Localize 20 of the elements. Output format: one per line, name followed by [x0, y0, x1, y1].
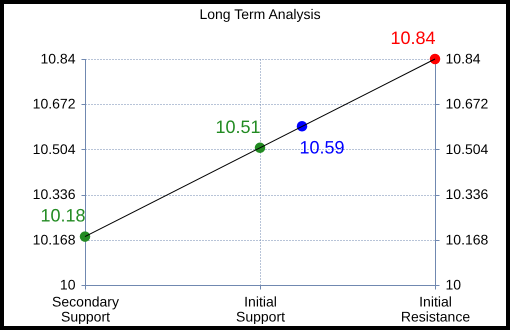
- y2-tick-label: 10.504: [446, 140, 489, 157]
- y-tick-label: 10.168: [32, 231, 76, 248]
- chart-title: Long Term Analysis: [199, 6, 321, 22]
- y2-tick-label: 10.84: [446, 50, 481, 66]
- data-label: 10.51: [215, 116, 261, 137]
- y2-tick-label: 10.168: [446, 231, 489, 248]
- data-label: 10.84: [390, 28, 436, 48]
- y-tick-label: 10.672: [32, 96, 76, 112]
- point: [430, 54, 440, 64]
- data-label: 10.18: [40, 206, 86, 226]
- y2-tick-label: 10.336: [446, 186, 489, 202]
- data-label: 10.59: [299, 137, 345, 158]
- y-tick-label: 10: [60, 276, 76, 292]
- y-tick-label: 10.336: [32, 186, 76, 202]
- y-tick-label: 10.84: [40, 50, 76, 66]
- y2-tick-label: 10: [446, 276, 462, 292]
- point: [80, 231, 90, 242]
- y2-tick-label: 10.672: [446, 96, 489, 112]
- x-tick-label: Initial Resistance: [400, 294, 470, 324]
- y-tick-label: 10.504: [32, 140, 76, 157]
